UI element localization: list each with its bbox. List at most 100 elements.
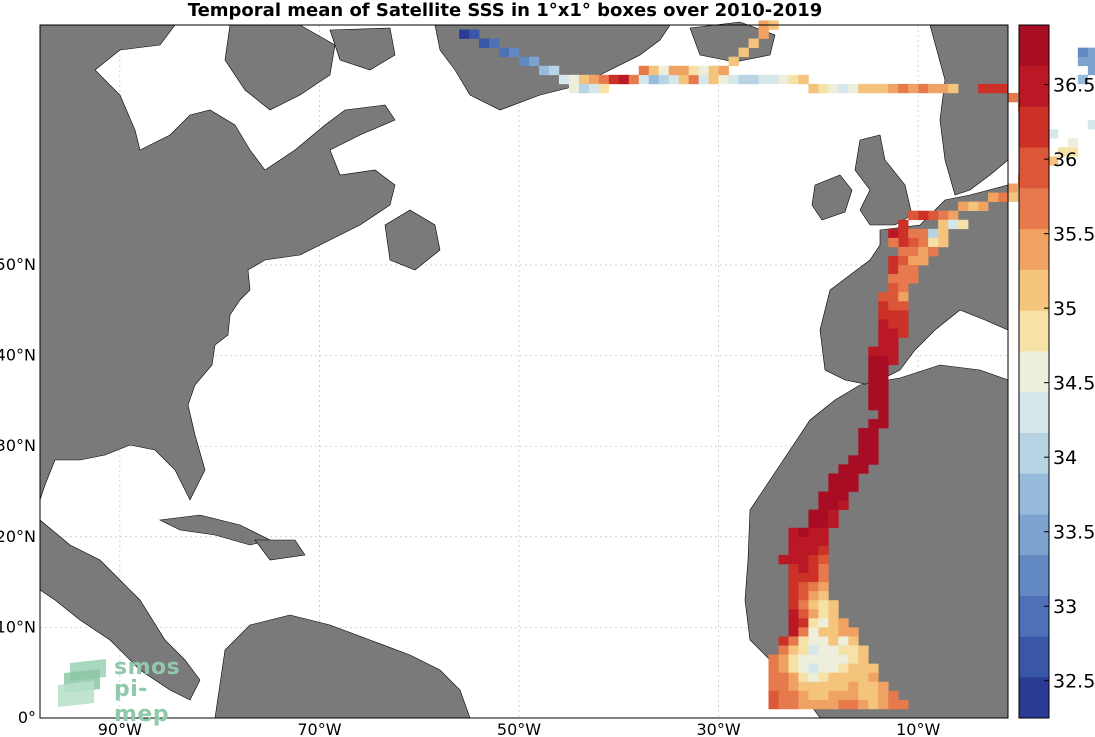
sss-cell — [788, 699, 799, 710]
sss-cell — [818, 699, 829, 710]
sss-cell — [928, 210, 939, 221]
sss-cell — [688, 74, 699, 85]
sss-cell — [798, 536, 809, 547]
colorbar-block — [1019, 677, 1049, 719]
sss-cell — [509, 47, 520, 58]
colorbar-block — [1019, 310, 1049, 352]
land-iceland — [689, 21, 776, 63]
sss-cell — [938, 83, 949, 94]
sss-cell — [828, 482, 839, 492]
sss-cell — [808, 536, 819, 547]
sss-cell — [798, 564, 809, 574]
sss-cell — [838, 83, 849, 94]
sss-cell — [818, 518, 829, 529]
sss-cell — [958, 201, 969, 212]
sss-cell — [778, 699, 789, 710]
sss-cell — [788, 600, 799, 610]
sss-cell — [828, 473, 839, 483]
sss-cell — [838, 654, 849, 664]
sss-cell — [1057, 147, 1069, 157]
sss-cell — [1067, 138, 1079, 148]
sss-cell — [718, 65, 729, 76]
chart-title: Temporal mean of Satellite SSS in 1°x1° … — [187, 0, 823, 21]
sss-cell — [858, 690, 869, 701]
sss-cell — [818, 645, 829, 655]
sss-cell — [868, 428, 879, 438]
sss-cell — [868, 437, 879, 447]
sss-cell — [838, 482, 849, 492]
colorbar-tick-label: 35 — [1053, 298, 1077, 320]
sss-cell — [828, 518, 839, 529]
sss-cell — [808, 554, 819, 565]
sss-cell — [908, 256, 919, 266]
sss-cell — [998, 83, 1009, 94]
land-central-america — [39, 519, 201, 701]
x-tick-label: 50°W — [497, 720, 541, 737]
colorbar-tick-label: 36 — [1053, 149, 1077, 171]
sss-cell — [1077, 47, 1089, 58]
sss-cell — [668, 65, 679, 76]
sss-cell — [898, 219, 909, 230]
sss-cell — [588, 83, 600, 94]
sss-cell — [888, 328, 899, 338]
sss-cell — [948, 210, 959, 221]
sss-cell — [808, 690, 819, 701]
sss-cell — [878, 410, 889, 420]
sss-cell — [698, 65, 709, 76]
sss-cell — [878, 319, 889, 329]
sss-cell — [798, 527, 809, 538]
sss-cell — [838, 690, 849, 701]
sss-cell — [878, 690, 889, 701]
sss-cell — [838, 636, 849, 646]
sss-cell — [848, 645, 859, 655]
sss-cell — [1087, 56, 1095, 67]
sss-cell — [908, 210, 919, 221]
sss-cell — [788, 564, 799, 574]
sss-cell — [818, 500, 829, 510]
sss-cell — [798, 74, 809, 85]
colorbar-block — [1019, 595, 1049, 637]
sss-cell — [868, 355, 879, 366]
sss-cell — [928, 237, 939, 248]
sss-cell — [788, 681, 799, 692]
sss-cell — [628, 74, 640, 85]
sss-cell — [978, 201, 989, 212]
sss-cell — [818, 582, 829, 592]
sss-cell — [788, 645, 799, 655]
sss-cell — [469, 29, 480, 39]
sss-cell — [1087, 120, 1095, 130]
x-tick-label: 30°W — [697, 720, 741, 737]
sss-cell — [878, 364, 889, 375]
sss-cell — [808, 627, 819, 637]
sss-cell — [748, 38, 759, 48]
y-axis-ticks: 0° 10°N 20°N 30°N 40°N 50°N — [0, 255, 36, 727]
sss-cell — [758, 29, 769, 39]
sss-cell — [908, 237, 919, 248]
y-tick-label: 30°N — [0, 436, 36, 455]
logo-emblem-icon — [58, 659, 106, 707]
sss-cell — [768, 74, 779, 85]
sss-cell — [608, 74, 620, 85]
sss-cell — [928, 83, 939, 94]
sss-cell — [938, 210, 949, 221]
sss-cell — [868, 446, 879, 456]
sss-cell — [888, 292, 899, 302]
sss-cell — [848, 681, 859, 692]
sss-cell — [918, 246, 929, 257]
sss-cell — [818, 573, 829, 583]
sss-cell — [1047, 156, 1059, 166]
sss-cell — [548, 65, 560, 76]
sss-cell — [798, 618, 809, 628]
sss-cell — [848, 473, 859, 483]
sss-cell — [738, 47, 749, 58]
sss-cell — [918, 256, 929, 266]
sss-cell — [878, 328, 889, 338]
sss-cell — [828, 672, 839, 683]
sss-cell — [788, 582, 799, 592]
sss-cell — [768, 681, 779, 692]
sss-cell — [948, 219, 959, 230]
sss-cell — [808, 518, 819, 529]
sss-cell — [858, 654, 869, 664]
sss-cell — [808, 645, 819, 655]
sss-cell — [858, 699, 869, 710]
